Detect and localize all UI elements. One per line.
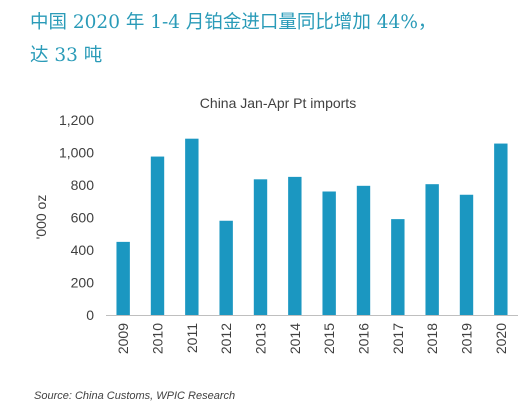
x-tick-label: 2020 bbox=[493, 323, 509, 354]
bar-2013 bbox=[253, 179, 268, 315]
bar-2011 bbox=[185, 138, 199, 315]
bar-2015 bbox=[322, 191, 336, 315]
y-tick-label: 1,200 bbox=[59, 112, 94, 128]
y-tick-label: 400 bbox=[71, 242, 95, 258]
y-axis-label: '000 oz bbox=[33, 195, 49, 240]
bar-2017 bbox=[391, 219, 405, 315]
y-tick-label: 600 bbox=[71, 210, 95, 226]
x-tick-label: 2012 bbox=[218, 323, 234, 354]
x-tick-label: 2014 bbox=[287, 323, 303, 354]
bar-2018 bbox=[425, 184, 439, 315]
source-note: Source: China Customs, WPIC Research bbox=[34, 390, 236, 402]
bar-2016 bbox=[356, 185, 371, 315]
x-tick-label: 2011 bbox=[184, 323, 200, 353]
x-tick-label: 2013 bbox=[253, 323, 269, 354]
x-tick-label: 2010 bbox=[150, 323, 166, 354]
y-tick-label: 0 bbox=[86, 307, 94, 323]
bar-2009 bbox=[116, 241, 130, 315]
y-tick-label: 800 bbox=[71, 177, 95, 193]
bar-2014 bbox=[288, 176, 302, 315]
x-tick-label: 2018 bbox=[424, 323, 440, 354]
x-tick-label: 2016 bbox=[356, 323, 372, 354]
headline-line-2: 达 33 吨 bbox=[30, 45, 103, 66]
x-tick-label: 2019 bbox=[459, 323, 475, 354]
x-tick-label: 2017 bbox=[390, 323, 406, 354]
y-tick-label: 1,000 bbox=[59, 145, 94, 161]
x-tick-label: 2015 bbox=[321, 323, 337, 354]
bar-2019 bbox=[459, 194, 474, 315]
headline-line-1: 中国 2020 年 1-4 月铂金进口量同比增加 44%， bbox=[30, 12, 437, 33]
bar-2020 bbox=[494, 143, 508, 315]
x-tick-label: 2009 bbox=[115, 323, 131, 354]
bar-2010 bbox=[150, 156, 165, 315]
bar-2012 bbox=[219, 220, 233, 315]
y-tick-label: 200 bbox=[71, 275, 95, 291]
chart-title: China Jan-Apr Pt imports bbox=[200, 95, 356, 111]
headline: 中国 2020 年 1-4 月铂金进口量同比增加 44%， 达 33 吨 bbox=[30, 6, 510, 72]
